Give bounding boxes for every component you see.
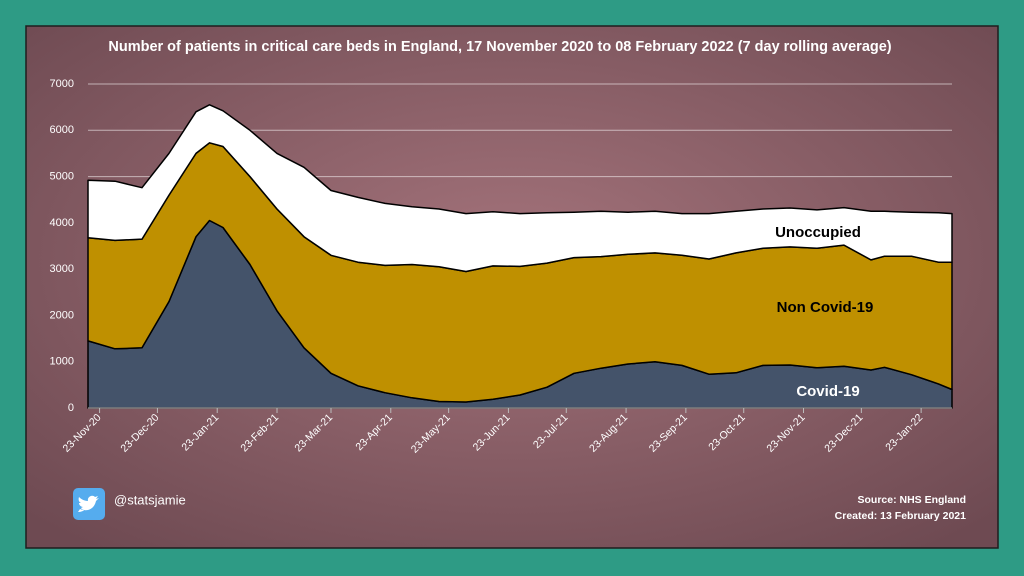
- series-label: Covid-19: [796, 383, 859, 400]
- series-label: Unoccupied: [775, 224, 861, 241]
- y-tick-label: 6000: [50, 124, 74, 136]
- source: Source: NHS England: [857, 494, 966, 506]
- chart-title: Number of patients in critical care beds…: [108, 39, 891, 55]
- twitter-bird: [78, 495, 99, 512]
- created: Created: 13 February 2021: [835, 510, 966, 522]
- y-tick-label: 4000: [50, 217, 74, 229]
- y-tick-label: 5000: [50, 170, 74, 182]
- twitter-handle: @statsjamie: [114, 492, 186, 507]
- y-tick-label: 1000: [50, 356, 74, 368]
- y-tick-label: 3000: [50, 263, 74, 275]
- area: [87, 104, 953, 273]
- y-tick-label: 2000: [50, 309, 74, 321]
- series-label: Non Covid-19: [777, 299, 874, 316]
- y-tick-label: 7000: [50, 78, 74, 90]
- y-tick-label: 0: [68, 402, 74, 414]
